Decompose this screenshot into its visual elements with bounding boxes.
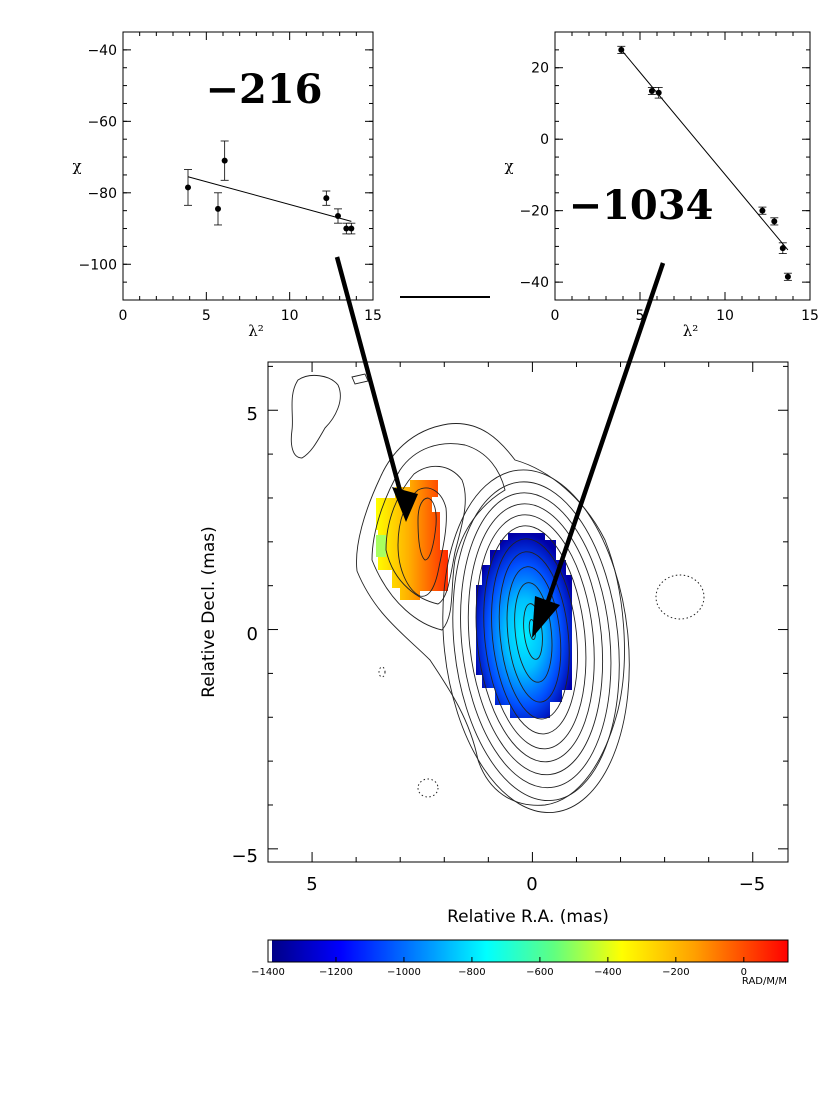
- colorbar-tick-label: −800: [458, 967, 485, 978]
- y-axis-label: χ: [72, 157, 81, 175]
- data-point: [778, 242, 787, 254]
- negative-contour: [655, 574, 705, 620]
- contour-lines: [356, 423, 630, 814]
- y-tick-label: −40: [87, 43, 117, 59]
- data-point: [334, 208, 342, 224]
- x-tick-label: 5: [202, 308, 211, 324]
- colorbar-tick-label: −1200: [319, 967, 353, 978]
- colorbar-ticks: −1400 −1200 −1000 −800 −600 −400 −200 0: [251, 957, 747, 978]
- contour-line: [385, 465, 466, 605]
- y-tick-label: 20: [531, 61, 549, 77]
- contour-line: [523, 603, 543, 660]
- data-point: [347, 222, 356, 235]
- colorbar-tick-label: −1400: [251, 967, 285, 978]
- data-point: [184, 169, 192, 206]
- y-tick-label: −60: [87, 114, 117, 130]
- x-tick-label: 10: [716, 308, 734, 324]
- rotation-measure-map: 5 0 −5 5 0 −5 Relative R.A. (mas) Relati…: [199, 361, 789, 927]
- y-tick-label: 0: [540, 132, 549, 148]
- arrowhead: [532, 596, 560, 638]
- pointer-arrows: [334, 256, 666, 638]
- x-axis-label: λ²: [248, 322, 264, 340]
- map-frame: [267, 361, 789, 863]
- x-tick-label: 5: [306, 874, 317, 895]
- x-tick-label: 15: [801, 308, 819, 324]
- data-point: [654, 86, 663, 99]
- map-image: [290, 373, 705, 814]
- plot-frame: [554, 31, 811, 301]
- rm-value-label: −1034: [569, 182, 714, 229]
- colorbar-gradient: [268, 940, 788, 962]
- y-tick-label: −80: [87, 186, 117, 202]
- map-ticks: [267, 362, 788, 862]
- x-tick-label: −5: [739, 874, 766, 895]
- arrowhead: [392, 487, 418, 522]
- small-contour-blob: [351, 373, 369, 385]
- data-point: [783, 272, 792, 281]
- x-tick-label: 0: [119, 308, 128, 324]
- colorbar: −1400 −1200 −1000 −800 −600 −400 −200 0 RAD/M/M: [251, 939, 789, 987]
- contour-line: [452, 481, 620, 802]
- contour-line: [417, 497, 437, 561]
- arrow-to-core: [542, 262, 666, 611]
- y-axis-label: Relative Decl. (mas): [199, 526, 219, 698]
- data-point: [770, 217, 779, 226]
- x-tick-label: 0: [551, 308, 560, 324]
- negative-contour: [378, 666, 386, 678]
- colorbar-tick-label: −600: [526, 967, 553, 978]
- colorbar-tick-label: 0: [741, 967, 747, 978]
- contour-line: [506, 566, 562, 703]
- y-axis-label: χ: [504, 157, 513, 175]
- contour-line: [483, 525, 587, 750]
- y-tick-label: −20: [519, 204, 549, 220]
- data-point: [758, 206, 767, 215]
- negative-contour: [417, 778, 439, 798]
- colorbar-frame: [267, 939, 789, 963]
- data-point: [617, 45, 626, 54]
- y-tick-label: 0: [247, 624, 258, 645]
- x-tick-label: 0: [526, 874, 537, 895]
- contour-line: [514, 582, 553, 683]
- contour-line: [467, 503, 604, 776]
- contour-line: [491, 538, 578, 735]
- y-tick-label: −5: [231, 846, 258, 867]
- plot-frame: [122, 31, 374, 301]
- data-point: [647, 86, 656, 95]
- colorbar-tick-label: −1000: [387, 967, 421, 978]
- y-tick-label: −40: [519, 275, 549, 291]
- data-point: [322, 190, 331, 206]
- contour-line: [442, 469, 630, 814]
- x-tick-label: 15: [364, 308, 382, 324]
- fit-line: [187, 176, 352, 222]
- contour-line: [397, 487, 447, 597]
- outer-contour-blob: [290, 374, 341, 459]
- rm-fit-plot-jet: 0 5 10 15 −40 −60 −80 −100 λ² χ −216: [72, 31, 382, 340]
- x-axis-label: λ²: [683, 322, 699, 340]
- contour-line: [498, 551, 570, 720]
- data-point: [214, 192, 222, 226]
- colorbar-tick-label: −400: [594, 967, 621, 978]
- colorbar-tick-label: −200: [662, 967, 689, 978]
- arrow-to-jet: [334, 256, 406, 503]
- y-tick-label: 5: [247, 404, 258, 425]
- contour-line: [475, 514, 595, 763]
- contour-line: [371, 443, 506, 631]
- fit-line: [620, 49, 789, 251]
- contour-line: [356, 423, 625, 806]
- data-point: [220, 140, 229, 181]
- contour-line: [460, 492, 612, 789]
- rm-fit-plot-core: 0 5 10 15 20 0 −20 −40 λ² χ −1034: [504, 31, 819, 340]
- jet-rm-region: [376, 480, 448, 600]
- x-axis-label: Relative R.A. (mas): [447, 907, 609, 927]
- x-tick-label: 10: [281, 308, 299, 324]
- y-tick-label: −100: [79, 257, 117, 273]
- x-tick-label: 5: [636, 308, 645, 324]
- rm-value-label: −216: [205, 66, 322, 113]
- colorbar-unit: RAD/M/M: [742, 976, 787, 987]
